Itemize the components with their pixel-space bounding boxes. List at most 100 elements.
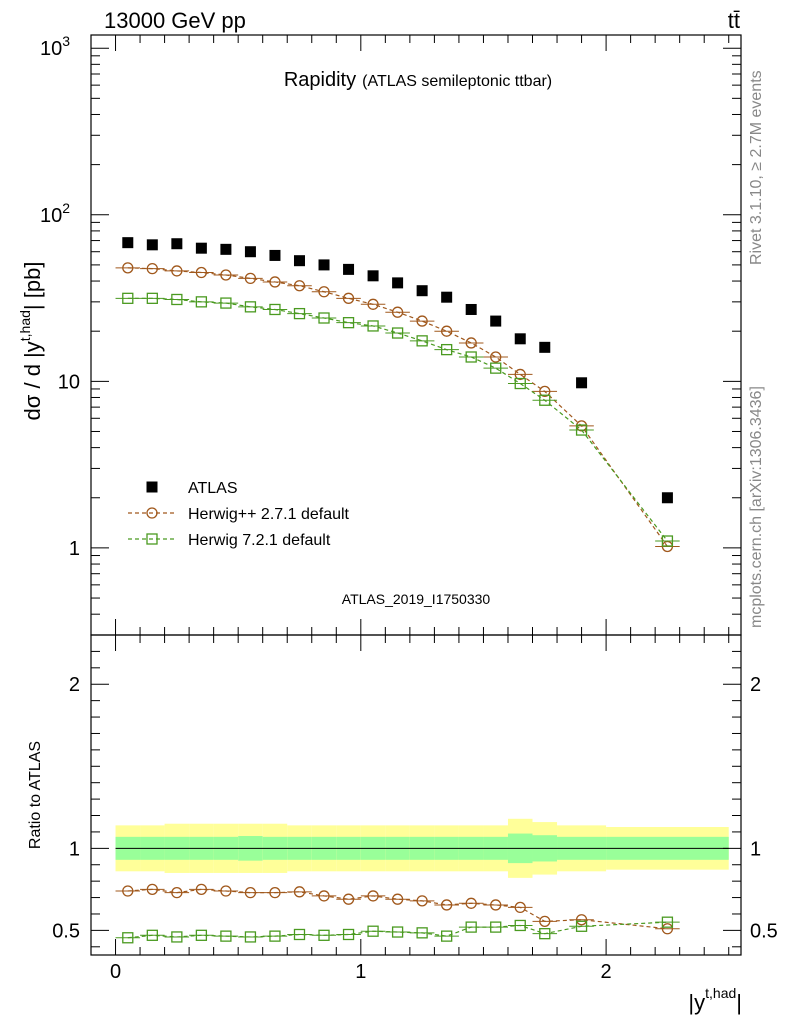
main-y-tick-exp: 2 (62, 200, 70, 216)
legend-label-1: Herwig++ 2.7.1 default (188, 506, 350, 523)
ratio-series-2-point (416, 927, 428, 939)
main-series-1-point (539, 385, 551, 398)
ratio-ylabel: Ratio to ATLAS (27, 741, 44, 849)
main-series-1-point (269, 276, 281, 288)
main-series-0-point (220, 243, 232, 255)
main-series-0-point (465, 303, 477, 315)
main-series-2-point (293, 307, 306, 320)
ratio-xlabel-text: |y (688, 990, 705, 1015)
ratio-series-2-point (293, 928, 306, 941)
ratio-series-1-point (661, 923, 674, 935)
ratio-y-tick-label-right: 0.5 (750, 920, 778, 942)
ratio-series-1-point (195, 883, 208, 896)
main-series-1-point (514, 368, 526, 381)
main-series-1-point (244, 272, 257, 285)
main-series-1-point (122, 262, 134, 274)
ratio-series-1-point (293, 886, 306, 898)
main-y-tick-label: 1 (69, 538, 80, 560)
main-series-0-point (490, 315, 502, 327)
main-ylabel: dσ / d |yt,had| [pb] (17, 262, 45, 421)
ratio-xlabel: |yt,had| (688, 985, 742, 1015)
ratio-y-tick-label-right: 1 (750, 838, 761, 860)
ratio-series-2-point (122, 932, 134, 944)
ratio-series-2-point (490, 921, 502, 933)
main-series-2-point (661, 535, 674, 547)
ratio-y-tick-label: 2 (69, 674, 80, 696)
main-series-2-point (490, 362, 502, 374)
main-series-2-point (575, 424, 588, 436)
main-series-0-point (195, 242, 207, 254)
main-series-0-point (146, 239, 158, 251)
main-series-1-point (146, 262, 158, 275)
main-series-1-point (441, 325, 453, 337)
legend-marker-1 (146, 507, 158, 519)
ratio-series-2-point (318, 929, 330, 941)
ratio-series-2-point (539, 928, 551, 940)
header-left: 13000 GeV pp (104, 8, 246, 33)
ratio-y-tick-label: 1 (69, 838, 80, 860)
main-series-2-point (318, 312, 330, 324)
main-series-2-point (220, 297, 232, 309)
ratio-series-2-point (367, 925, 379, 937)
main-ylabel-text: dσ / d |y (20, 341, 45, 420)
main-series-0-point (392, 277, 404, 289)
main-series-1-point (293, 280, 306, 292)
main-series-2-point (269, 303, 281, 316)
main-series-1-point (391, 306, 404, 318)
ratio-series-2-point (441, 930, 453, 942)
ratio-series-2-point (220, 930, 232, 942)
main-series-2-point (342, 317, 355, 329)
main-series-0-point (416, 285, 428, 297)
ratio-series-1-point (122, 885, 134, 897)
x-tick-label: 1 (355, 961, 366, 983)
main-series-0-point (576, 377, 588, 389)
ratio-series-1-point (391, 893, 404, 905)
main-series-2-point (441, 343, 453, 356)
main-series-0-point (122, 237, 134, 249)
ratio-series-2-point (465, 921, 477, 933)
main-y-tick-exp: 3 (62, 33, 70, 49)
main-series-1-point (465, 337, 477, 349)
main-series-2-point (514, 377, 526, 390)
legend-marker-0 (146, 481, 158, 493)
ratio-y-tick-label: 0.5 (52, 920, 80, 942)
main-series-1-point (220, 269, 232, 281)
main-series-0-point (441, 291, 453, 303)
main-series-0-point (514, 333, 526, 345)
ratio-series-1-point (367, 890, 379, 902)
ratio-series-1-point (441, 899, 453, 911)
main-title-text: Rapidity (284, 69, 356, 91)
ratio-series-1-point (146, 883, 158, 896)
ratio-series-1-point (244, 886, 257, 899)
watermark: ATLAS_2019_I1750330 (342, 591, 491, 607)
x-tick-label: 2 (601, 961, 612, 983)
main-y-tick-label: 10 (58, 371, 80, 393)
ratio-y-tick-label-right: 2 (750, 674, 761, 696)
main-series-2-point (367, 320, 379, 332)
main-series-1-point (367, 298, 379, 310)
legend-label-2: Herwig 7.2.1 default (188, 532, 331, 549)
ratio-series-1-point (342, 893, 355, 905)
ratio-xlabel-sup: t,had (705, 985, 736, 1001)
main-y-tick-base: 10 (40, 38, 62, 60)
ratio-series-1-point (465, 897, 477, 909)
ratio-series-1-point (539, 915, 551, 928)
main-series-0-point (244, 246, 256, 258)
main-series-0-point (293, 255, 305, 267)
ratio-series-1-point (416, 895, 428, 907)
main-series-1-point (318, 286, 330, 298)
main-series-1-point (490, 351, 502, 363)
header-right: tt̄ (728, 8, 740, 33)
main-series-2-point (391, 327, 404, 339)
ratio-series-2-point (269, 930, 281, 942)
ratio-series-1-point (269, 886, 281, 899)
legend-marker-2 (146, 533, 158, 545)
rivet-label: Rivet 3.1.10, ≥ 2.7M events (748, 70, 765, 265)
main-series-0-point (269, 249, 281, 261)
mcplots-label: mcplots.cern.ch [arXiv:1306.3436] (748, 386, 765, 628)
main-series-2-point (171, 293, 183, 306)
ratio-plot-area: 0 1 2 0.5 0.5 1 1 2 2 (52, 634, 778, 983)
ratio-series-2-point (146, 929, 158, 941)
main-series-1-point (342, 292, 355, 304)
